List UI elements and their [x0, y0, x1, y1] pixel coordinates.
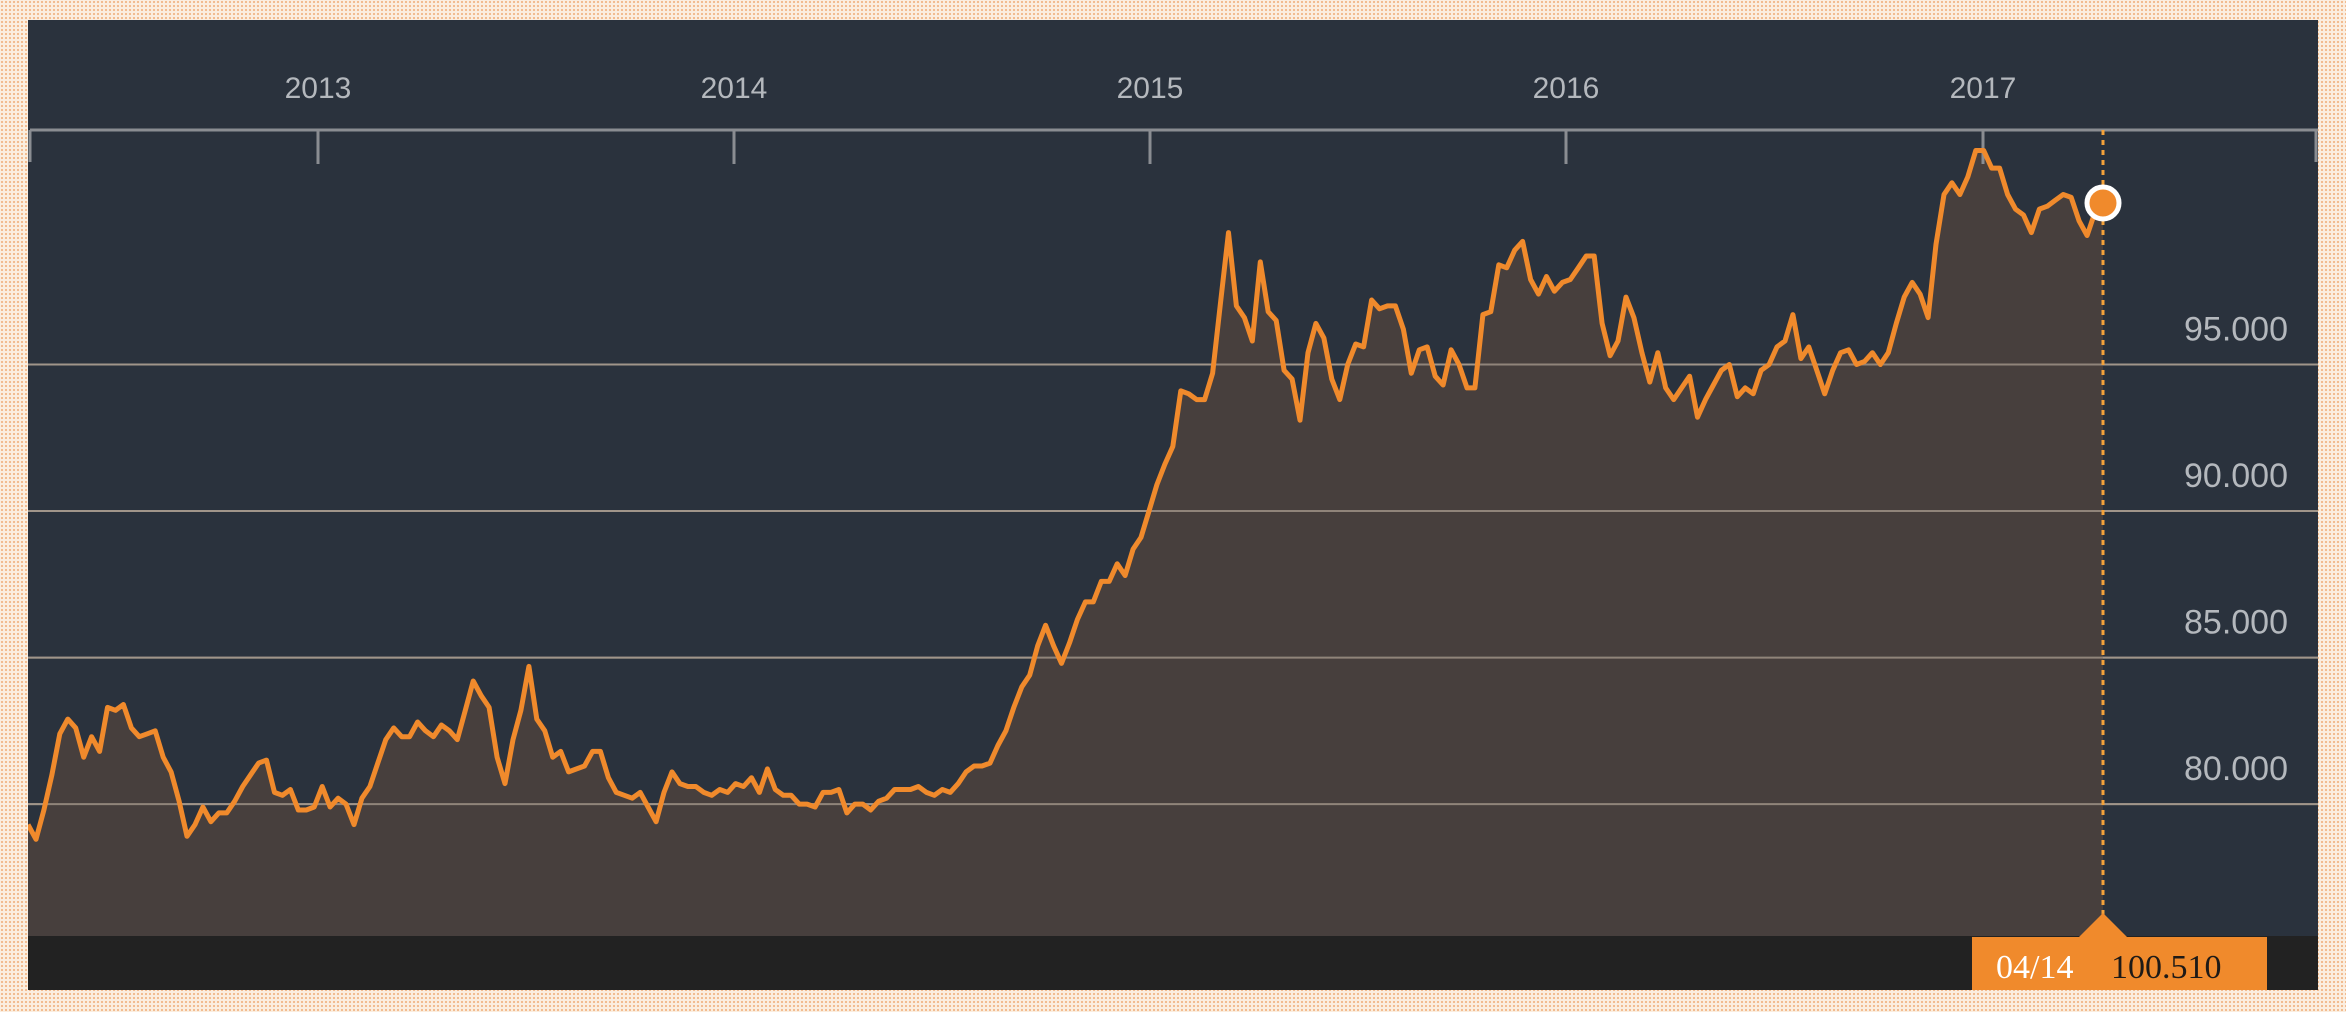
line-layer: [28, 148, 2105, 842]
series-line: [28, 148, 2105, 842]
price-chart: 2013 2014 2015 2016 2017 80.000 85.000 90.000 9…: [28, 72, 2318, 990]
y-axis: 80.000 85.000 90.000 95.000: [2184, 310, 2288, 788]
last-point-marker[interactable]: [2084, 184, 2122, 222]
x-tick-label-2014: 2014: [701, 72, 768, 105]
y-tick-label-80.000: 80.000: [2184, 750, 2288, 788]
x-tick-label-2016: 2016: [1533, 72, 1600, 105]
area-layer: [28, 150, 2318, 936]
y-tick-label-90.000: 90.000: [2184, 457, 2288, 495]
x-tick-label-2015: 2015: [1117, 72, 1184, 105]
tooltip-value: 100.510: [2111, 949, 2222, 986]
x-tick-label-2013: 2013: [285, 72, 352, 105]
bottom-bar: [28, 936, 2318, 990]
series-area: [28, 150, 2103, 936]
y-tick-label-95.000: 95.000: [2184, 310, 2288, 348]
tooltip-box: [1972, 937, 2267, 990]
y-tick-label-85.000: 85.000: [2184, 604, 2288, 642]
x-axis: 2013 2014 2015 2016 2017: [28, 72, 2318, 164]
chart-panel: 2013 2014 2015 2016 2017 80.000 85.000 90.000 9…: [28, 20, 2318, 990]
tooltip-date: 04/14: [1996, 949, 2073, 986]
tooltip-pointer: [2079, 913, 2127, 937]
value-tooltip: 04/14 100.510: [1972, 130, 2267, 990]
x-tick-label-2017: 2017: [1950, 72, 2017, 105]
